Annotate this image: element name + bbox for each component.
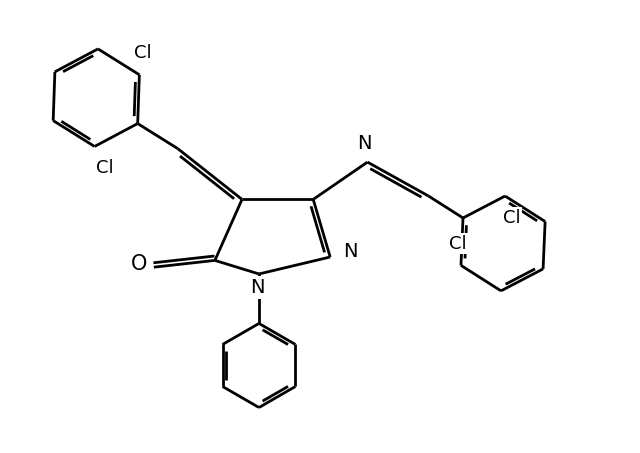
Text: Cl: Cl [503, 209, 521, 227]
Text: Cl: Cl [449, 235, 467, 253]
Text: O: O [131, 254, 147, 274]
Text: Cl: Cl [134, 44, 152, 62]
Text: N: N [357, 134, 371, 153]
Text: Cl: Cl [96, 159, 113, 177]
Text: N: N [343, 242, 358, 261]
Text: N: N [250, 278, 265, 297]
